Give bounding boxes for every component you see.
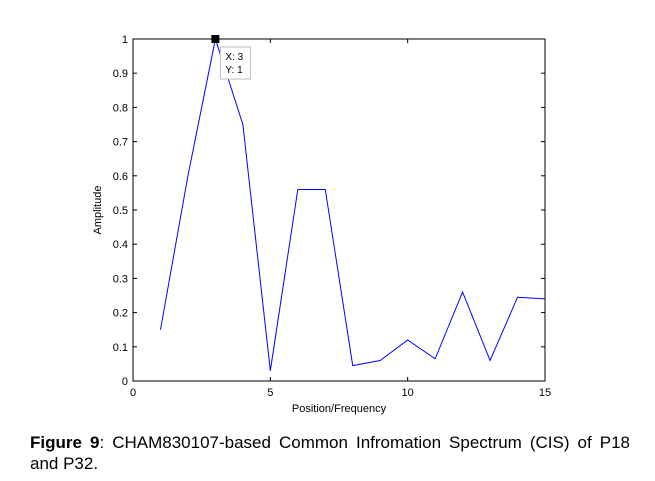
x-tick-label: 5 bbox=[267, 387, 273, 399]
y-tick-label: 0.2 bbox=[113, 308, 128, 320]
y-tick-label: 0.6 bbox=[113, 171, 128, 183]
y-tick-label: 0.9 bbox=[113, 68, 128, 80]
plot-area bbox=[132, 38, 546, 382]
caption-label: Figure 9 bbox=[30, 433, 100, 452]
x-tick-label: 15 bbox=[539, 387, 551, 399]
chart: 0 5 10 15 0 0.1 0.2 0.3 0.4 0.5 0.6 0.7 0.8 0.9 1 X: … bbox=[92, 34, 551, 415]
x-tick-label: 0 bbox=[130, 387, 136, 399]
x-axis: 0 5 10 15 bbox=[130, 39, 551, 399]
datatip-x-text: X: 3 bbox=[225, 52, 243, 63]
datatip-box bbox=[219, 46, 251, 80]
x-axis-title: Position/Frequency bbox=[292, 403, 387, 415]
y-tick-label: 0.8 bbox=[113, 102, 128, 114]
y-axis-title: Amplitude bbox=[92, 186, 104, 235]
y-tick-label: 0.1 bbox=[113, 342, 128, 354]
y-tick-label: 0.5 bbox=[113, 205, 128, 217]
y-tick-label: 0.3 bbox=[113, 273, 128, 285]
x-tick-label: 10 bbox=[402, 387, 414, 399]
y-tick-label: 1 bbox=[122, 34, 128, 46]
y-tick-label: 0.7 bbox=[113, 137, 128, 149]
y-tick-label: 0 bbox=[122, 376, 128, 388]
caption-text: : CHAM830107-based Common Infromation Sp… bbox=[30, 433, 630, 473]
datatip-marker[interactable] bbox=[211, 35, 220, 43]
y-axis: 0 0.1 0.2 0.3 0.4 0.5 0.6 0.7 0.8 0.9 1 bbox=[113, 34, 545, 388]
y-tick-label: 0.4 bbox=[113, 239, 128, 251]
datatip-y-text: Y: 1 bbox=[225, 65, 243, 76]
figure-caption: Figure 9: CHAM830107-based Common Infrom… bbox=[30, 432, 630, 474]
datatip[interactable]: X: 3 Y: 1 bbox=[211, 35, 251, 80]
